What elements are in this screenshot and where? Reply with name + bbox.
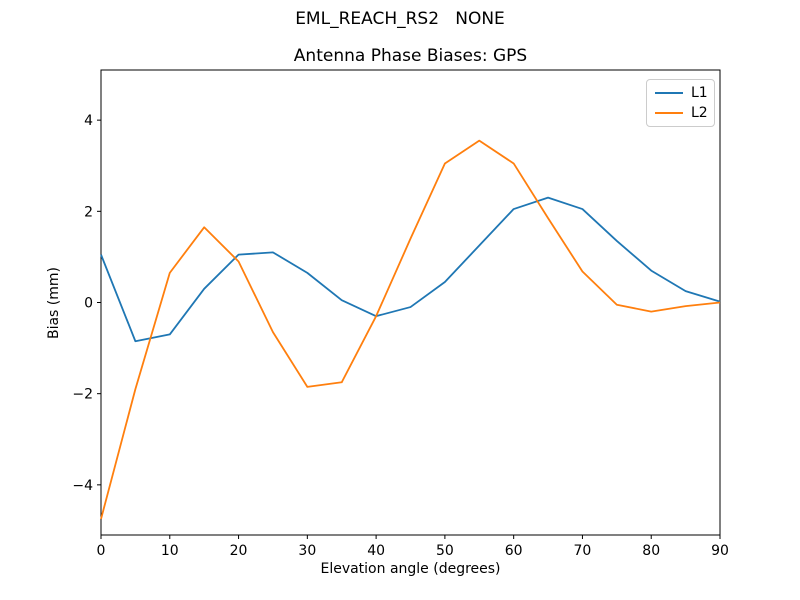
legend-item-l2: L2 <box>655 105 708 121</box>
x-tick-label: 80 <box>642 543 660 559</box>
x-tick-label: 60 <box>505 543 523 559</box>
legend-item-l1: L1 <box>655 85 708 101</box>
legend-label-l2: L2 <box>691 105 708 121</box>
axes-title: Antenna Phase Biases: GPS <box>293 46 528 66</box>
y-axis-label: Bias (mm) <box>46 266 62 340</box>
figure-suptitle: EML_REACH_RS2 NONE <box>295 9 505 29</box>
x-tick-label: 0 <box>97 543 106 559</box>
x-tick-label: 70 <box>574 543 592 559</box>
legend: L1 L2 <box>646 79 715 127</box>
legend-line-sample-l1 <box>655 91 683 95</box>
series-line-l2 <box>100 139 721 520</box>
x-axis-label: Elevation angle (degrees) <box>320 561 501 577</box>
x-tick-label: 90 <box>711 543 729 559</box>
y-tick-label: −4 <box>72 478 93 494</box>
x-tick-label: 50 <box>436 543 454 559</box>
x-tick-label: 10 <box>161 543 179 559</box>
x-tick-label: 30 <box>298 543 316 559</box>
legend-line-sample-l2 <box>655 111 683 115</box>
y-tick-label: 0 <box>84 296 93 312</box>
x-tick-label: 20 <box>230 543 248 559</box>
series-line-l1 <box>100 196 721 343</box>
x-tick-label: 40 <box>367 543 385 559</box>
legend-label-l1: L1 <box>691 85 708 101</box>
y-tick-label: 4 <box>84 113 93 129</box>
y-tick-label: −2 <box>72 387 93 403</box>
y-tick-label: 2 <box>84 204 93 220</box>
